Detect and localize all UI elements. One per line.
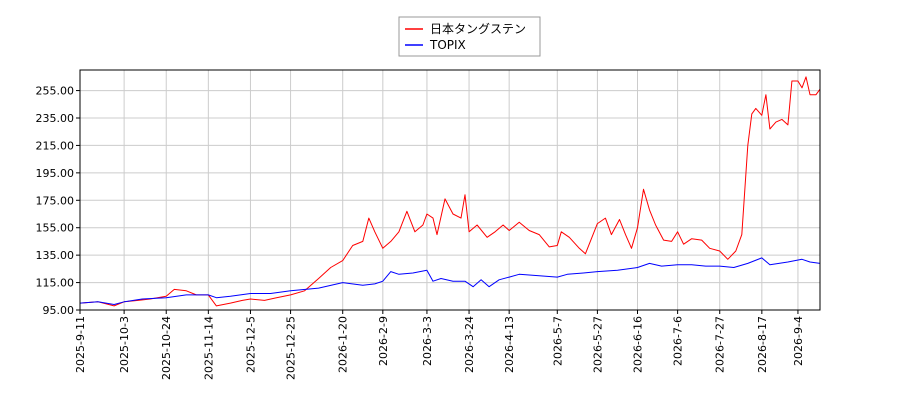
x-tick-label: 2025-12-5	[244, 316, 257, 373]
y-tick-label: 215.00	[36, 139, 75, 152]
x-tick-label: 2026-3-24	[463, 316, 476, 373]
x-tick-label: 2026-4-13	[503, 316, 516, 373]
x-tick-label: 2026-7-27	[714, 316, 727, 373]
x-tick-label: 2025-10-24	[160, 316, 173, 380]
x-tick-label: 2026-3-3	[421, 316, 434, 366]
legend-label-series-1: 日本タングステン	[430, 22, 526, 36]
series-line-2	[79, 257, 821, 305]
legend: 日本タングステン TOPIX	[398, 16, 541, 57]
y-tick-label: 255.00	[36, 85, 75, 98]
grid-lines	[79, 70, 820, 311]
x-tick-label: 2026-1-20	[337, 316, 350, 373]
x-tick-label: 2026-5-7	[551, 316, 564, 366]
y-tick-label: 115.00	[36, 277, 75, 290]
y-tick-label: 175.00	[36, 194, 75, 207]
y-tick-label: 135.00	[36, 249, 75, 262]
legend-label-series-2: TOPIX	[429, 38, 466, 52]
x-tick-label: 2026-7-6	[672, 316, 685, 366]
x-tick-label: 2025-10-3	[118, 316, 131, 373]
y-tick-label: 155.00	[36, 222, 75, 235]
x-axis-ticks: 2025-9-11 2025-10-3 2025-10-24 2025-11-14 20…	[74, 310, 805, 380]
legend-box	[398, 16, 541, 57]
x-tick-label: 2025-9-11	[74, 316, 87, 373]
x-tick-label: 2025-12-25	[285, 316, 298, 380]
y-tick-label: 95.00	[43, 304, 75, 317]
x-tick-label: 2025-11-14	[202, 316, 215, 380]
x-tick-label: 2026-5-27	[591, 316, 604, 373]
plot-area-frame	[79, 69, 821, 311]
series-lines	[79, 76, 821, 307]
x-tick-label: 2026-2-9	[377, 316, 390, 366]
x-tick-label: 2026-8-17	[756, 316, 769, 373]
y-tick-label: 195.00	[36, 167, 75, 180]
x-tick-label: 2026-9-4	[792, 316, 805, 366]
x-tick-label: 2026-6-16	[632, 316, 645, 373]
series-line-1	[79, 76, 821, 307]
y-axis-ticks: 95.00 115.00 135.00 155.00 175.00 195.00 215.0…	[36, 85, 80, 317]
y-tick-label: 235.00	[36, 112, 75, 125]
